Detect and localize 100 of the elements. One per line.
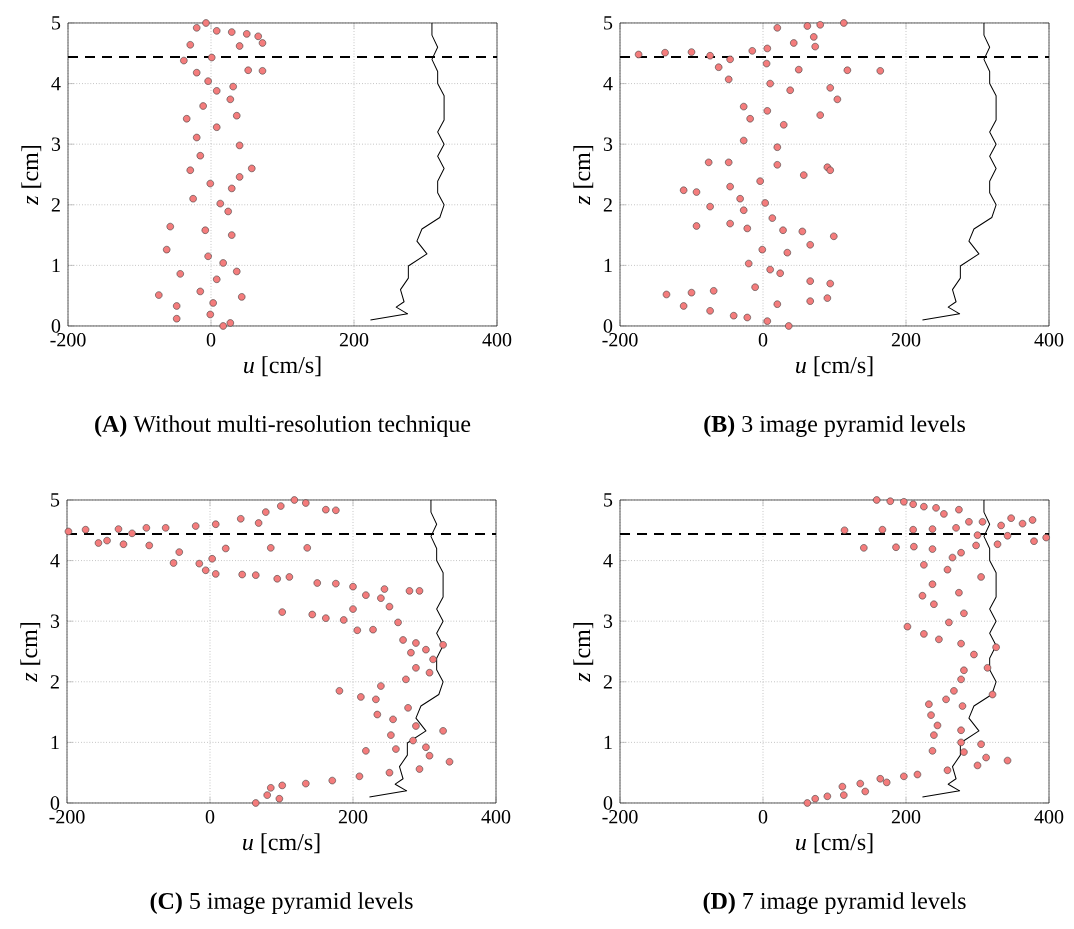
point xyxy=(172,302,181,310)
point xyxy=(193,68,201,77)
point xyxy=(186,41,194,49)
point xyxy=(196,151,204,160)
point xyxy=(219,322,227,330)
y-tick-label: 1 xyxy=(51,735,59,749)
x-axis-title: u [cm/s] xyxy=(243,833,320,854)
point xyxy=(258,39,267,47)
point xyxy=(219,259,227,267)
x-tick-label: 0 xyxy=(758,810,768,824)
point xyxy=(254,32,262,41)
point xyxy=(180,56,188,65)
y-tick-label: 4 xyxy=(603,76,613,91)
x-tick-label: 0 xyxy=(206,333,216,347)
point xyxy=(204,77,212,85)
x-tick-label: 200 xyxy=(339,333,369,347)
point xyxy=(206,310,214,319)
point xyxy=(202,19,210,27)
y-tick-label: 4 xyxy=(50,553,60,568)
x-axis-title: u [cm/s] xyxy=(244,356,321,377)
text: (D) 7 image pyramid levels xyxy=(703,892,966,914)
x-tick-label: 200 xyxy=(891,333,921,347)
y-tick-label: 5 xyxy=(604,493,613,507)
y-tick-label: 1 xyxy=(52,258,60,272)
y-tick-label: 4 xyxy=(51,76,61,91)
y-tick-label: 0 xyxy=(603,319,613,333)
x-tick-label: -200 xyxy=(602,333,638,347)
x-tick-label: -200 xyxy=(602,810,638,824)
point xyxy=(206,179,214,188)
point xyxy=(213,275,221,284)
y-axis-title: z [cm] xyxy=(20,622,41,683)
x-tick-label: -200 xyxy=(50,333,86,347)
x-tick-label: 0 xyxy=(758,333,768,347)
y-tick-label: 1 xyxy=(604,735,612,749)
x-axis-title: u [cm/s] xyxy=(796,833,873,854)
point xyxy=(166,222,174,231)
y-tick-label: 3 xyxy=(603,614,613,628)
point xyxy=(233,267,241,276)
point xyxy=(193,133,201,142)
point xyxy=(199,102,207,110)
point xyxy=(208,53,216,62)
y-tick-label: 3 xyxy=(50,614,60,628)
point xyxy=(228,184,236,193)
y-tick-label: 2 xyxy=(603,675,612,689)
y-tick-label: 0 xyxy=(50,796,60,810)
point xyxy=(186,166,194,174)
point xyxy=(243,30,251,38)
point xyxy=(204,252,212,260)
point xyxy=(235,141,244,150)
x-tick-label: 400 xyxy=(481,810,511,824)
point xyxy=(235,42,244,50)
point xyxy=(224,207,232,216)
point xyxy=(228,231,236,239)
y-axis-title: z [cm] xyxy=(573,145,594,206)
y-tick-label: 5 xyxy=(604,16,613,30)
point xyxy=(228,28,236,36)
y-tick-label: 2 xyxy=(50,675,59,689)
point xyxy=(258,67,267,75)
point xyxy=(193,24,201,32)
point xyxy=(235,173,244,181)
x-tick-label: 0 xyxy=(205,810,215,824)
point xyxy=(238,293,246,301)
y-tick-label: 3 xyxy=(603,137,613,151)
x-tick-label: 400 xyxy=(1034,333,1064,347)
point xyxy=(244,66,252,74)
y-tick-label: 2 xyxy=(51,198,60,212)
y-tick-label: 0 xyxy=(51,319,61,333)
point xyxy=(189,195,197,203)
x-tick-label: 200 xyxy=(338,810,368,824)
y-tick-label: 5 xyxy=(51,493,60,507)
point xyxy=(226,95,235,104)
point xyxy=(196,287,204,296)
y-tick-label: 5 xyxy=(52,16,61,30)
x-tick-label: 200 xyxy=(891,810,921,824)
point xyxy=(248,164,256,173)
point xyxy=(229,82,237,91)
point xyxy=(213,27,221,35)
y-tick-label: 2 xyxy=(603,198,612,212)
point xyxy=(226,319,235,327)
y-axis-title: z [cm] xyxy=(573,622,594,683)
y-tick-label: 0 xyxy=(603,796,613,810)
text: (C) 5 image pyramid levels xyxy=(150,892,413,914)
y-tick-label: 1 xyxy=(604,258,612,272)
point xyxy=(216,199,224,208)
x-tick-label: 400 xyxy=(482,333,512,347)
point xyxy=(155,291,163,299)
point xyxy=(183,115,191,123)
point xyxy=(233,112,241,120)
point xyxy=(213,87,221,95)
y-tick-label: 4 xyxy=(603,553,613,568)
point xyxy=(201,226,209,234)
point xyxy=(209,299,217,307)
x-tick-label: -200 xyxy=(49,810,85,824)
text: (A) Without multi-resolution technique xyxy=(95,415,471,437)
y-tick-label: 3 xyxy=(51,137,61,151)
point xyxy=(162,245,171,254)
x-axis-title: u [cm/s] xyxy=(796,356,873,377)
text: (B) 3 image pyramid levels xyxy=(704,415,965,437)
point xyxy=(172,315,181,323)
point xyxy=(176,270,184,278)
